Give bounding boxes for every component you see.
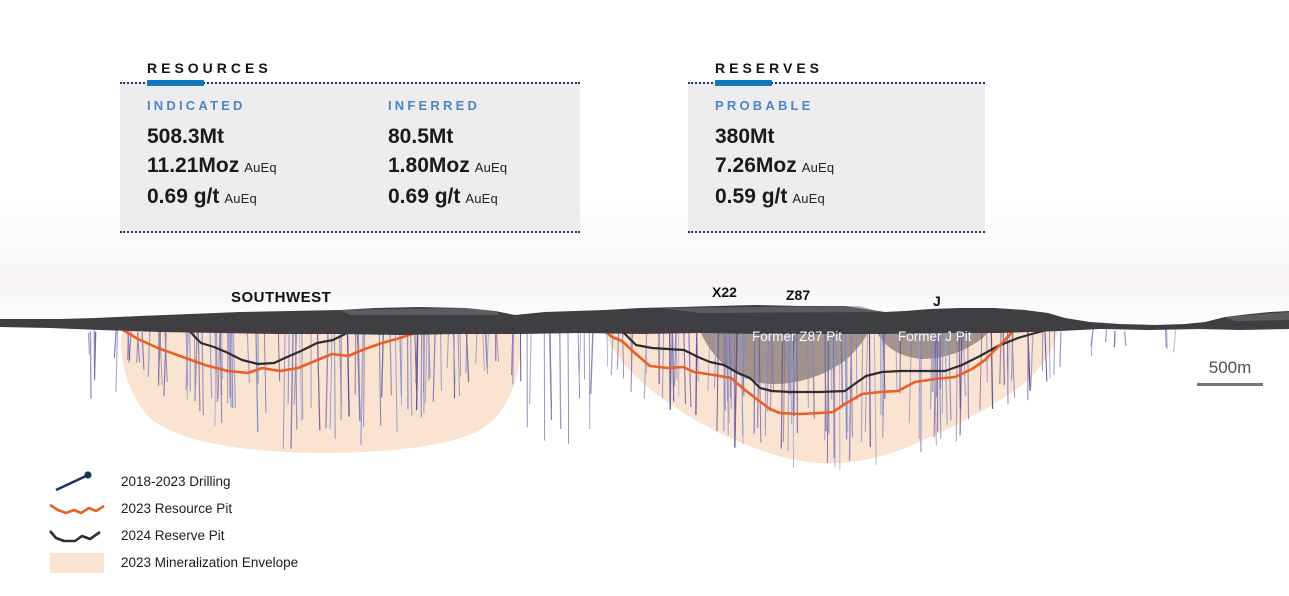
resource-pit-icon (49, 503, 105, 514)
scale-bar-label: 500m (1208, 358, 1252, 377)
terrain-surface (0, 305, 1289, 335)
unit-label: AuEq (465, 191, 498, 206)
legend: 2018-2023 Drilling 2023 Resource Pit 202… (48, 468, 298, 576)
legend-label: 2023 Resource Pit (121, 501, 233, 516)
stat-column-probable: PROBABLE 380Mt 7.26Moz AuEq 0.59 g/t AuEq (715, 98, 834, 213)
stat-label: INDICATED (147, 98, 246, 113)
legend-item-resource-pit: 2023 Resource Pit (48, 495, 298, 522)
stat-label: PROBABLE (715, 98, 814, 113)
reserves-panel-box: PROBABLE 380Mt 7.26Moz AuEq 0.59 g/t AuEq (688, 80, 985, 233)
unit-label: AuEq (474, 160, 508, 175)
zone-label-southwest: SOUTHWEST (231, 289, 332, 306)
legend-label: 2024 Reserve Pit (121, 528, 225, 543)
stat-column-indicated: INDICATED 508.3Mt 11.21Moz AuEq 0.69 g/t A… (147, 98, 388, 213)
legend-label: 2023 Mineralization Envelope (121, 555, 299, 570)
unit-label: AuEq (801, 160, 835, 175)
terrain-highlight-left (340, 308, 500, 315)
stat-grade: 0.69 g/t AuEq (147, 185, 257, 208)
legend-item-reserve-pit: 2024 Reserve Pit (48, 522, 298, 549)
envelope-swatch-icon (50, 552, 104, 573)
terrain-highlight-right (1225, 312, 1289, 321)
legend-item-drilling: 2018-2023 Drilling (48, 468, 298, 495)
reserves-panel-title: RESERVES (715, 60, 823, 76)
stat-tonnage: 380Mt (715, 125, 775, 148)
unit-label: AuEq (792, 191, 825, 206)
terrain-highlight-center (660, 306, 880, 313)
zone-label-z87: Z87 (786, 287, 811, 303)
reserve-pit-icon (49, 529, 101, 542)
panel-resources: RESOURCES INDICATED 508.3Mt 11.21Moz AuEq… (120, 60, 580, 233)
mineralization-envelope-southwest (121, 331, 521, 453)
legend-item-envelope: 2023 Mineralization Envelope (48, 549, 298, 576)
reserves-accent-bar (715, 80, 772, 86)
drill-holes-group (87, 328, 1177, 470)
mineralization-envelope-main (604, 331, 1058, 464)
stat-column-inferred: INFERRED 80.5Mt 1.80Moz AuEq 0.69 g/t AuEq (388, 98, 507, 213)
resource-pit-line-southwest (122, 328, 424, 375)
stat-grade: 0.69 g/t AuEq (388, 185, 498, 208)
pit-label-former-j: Former J Pit (898, 329, 972, 344)
stat-ounces: 1.80Moz AuEq (388, 154, 508, 177)
stat-label: INFERRED (388, 98, 481, 113)
unit-label: AuEq (224, 191, 257, 206)
drill-trace-icon (55, 470, 92, 491)
resources-panel-title: RESOURCES (147, 60, 272, 76)
stat-grade: 0.59 g/t AuEq (715, 185, 825, 208)
stat-ounces: 7.26Moz AuEq (715, 154, 835, 177)
resources-panel-box: INDICATED 508.3Mt 11.21Moz AuEq 0.69 g/t A… (120, 80, 580, 233)
reserve-pit-line-southwest (187, 328, 352, 366)
stat-ounces: 11.21Moz AuEq (147, 154, 277, 177)
stat-tonnage: 80.5Mt (388, 125, 454, 148)
stat-tonnage: 508.3Mt (147, 125, 225, 148)
zone-label-x22: X22 (712, 284, 737, 300)
legend-label: 2018-2023 Drilling (121, 474, 231, 489)
panel-reserves: RESERVES PROBABLE 380Mt 7.26Moz AuEq 0.59… (688, 60, 985, 233)
scale-bar (1197, 383, 1263, 386)
resources-accent-bar (147, 80, 204, 86)
pit-label-former-z87: Former Z87 Pit (752, 329, 843, 344)
unit-label: AuEq (244, 160, 277, 175)
zone-label-j: J (933, 293, 941, 309)
